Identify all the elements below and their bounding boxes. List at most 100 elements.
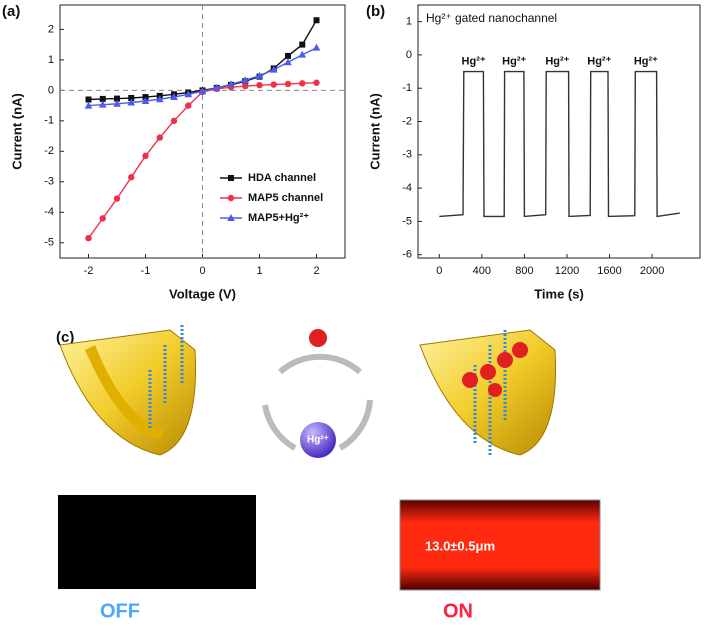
marker xyxy=(84,101,93,109)
x-tick-label: 1200 xyxy=(555,265,579,277)
marker xyxy=(284,58,292,66)
y-tick-label: 2 xyxy=(48,23,54,35)
marker xyxy=(99,215,106,222)
chart-title: Hg²⁺ gated nanochannel xyxy=(426,11,557,25)
y-tick-label: -5 xyxy=(402,215,412,227)
y-tick-label: -4 xyxy=(402,182,412,194)
nanochannel xyxy=(59,329,197,456)
marker xyxy=(184,90,193,98)
ion-label: Hg²⁺ xyxy=(307,435,329,446)
series-line xyxy=(439,70,680,218)
annotation: Hg²⁺ xyxy=(634,55,658,67)
marker xyxy=(99,95,106,102)
y-tick-label: -3 xyxy=(44,176,54,188)
y-tick-label: -3 xyxy=(402,149,412,161)
ion xyxy=(300,422,336,458)
state-label: ON xyxy=(443,600,473,622)
marker xyxy=(269,65,278,73)
marker xyxy=(127,98,136,106)
x-tick-label: -2 xyxy=(84,265,94,277)
marker xyxy=(299,80,306,87)
measurement: 13.0±0.5μm xyxy=(425,538,495,553)
legend-label: MAP5 channel xyxy=(248,192,323,204)
image-off xyxy=(58,495,256,589)
marker xyxy=(113,195,121,202)
marker xyxy=(242,82,249,90)
marker xyxy=(270,81,277,88)
y-axis-label: Current (nA) xyxy=(9,93,24,170)
marker xyxy=(241,76,250,84)
y-tick-label: -6 xyxy=(402,249,412,261)
plot-frame xyxy=(417,4,701,259)
legend-marker xyxy=(227,214,235,221)
marker xyxy=(256,81,263,89)
nanochannel-inner xyxy=(85,345,165,440)
marker xyxy=(313,17,320,24)
x-tick-label: -1 xyxy=(141,265,151,277)
state-label: OFF xyxy=(100,600,140,622)
marker xyxy=(98,100,107,108)
marker xyxy=(284,80,292,88)
x-axis-label: Time (s) xyxy=(534,286,584,301)
marker xyxy=(313,79,320,86)
x-axis-label: Voltage (V) xyxy=(169,286,236,301)
y-tick-label: 0 xyxy=(48,84,54,96)
x-tick-label: 1 xyxy=(256,265,262,277)
x-tick-label: 800 xyxy=(515,265,533,277)
dna-strand xyxy=(148,325,184,430)
marker xyxy=(155,95,164,103)
y-tick-label: -4 xyxy=(44,206,54,218)
marker xyxy=(255,71,264,79)
y-tick-label: 1 xyxy=(48,54,54,66)
x-tick-label: 400 xyxy=(473,265,491,277)
x-tick-label: 0 xyxy=(199,265,205,277)
marker xyxy=(170,93,178,101)
nanochannel xyxy=(419,329,557,456)
x-tick-label: 0 xyxy=(436,265,442,277)
y-tick-label: -5 xyxy=(44,237,54,249)
complex xyxy=(309,329,528,397)
annotation: Hg²⁺ xyxy=(545,55,569,67)
marker xyxy=(312,43,321,51)
marker xyxy=(185,102,192,109)
annotation: Hg²⁺ xyxy=(587,55,611,67)
y-tick-label: 1 xyxy=(406,16,412,28)
legend-marker xyxy=(227,194,235,202)
annotation: Hg²⁺ xyxy=(462,55,486,67)
y-axis-label: Current (nA) xyxy=(367,93,382,170)
marker xyxy=(128,174,135,181)
marker xyxy=(212,83,221,91)
legend-marker xyxy=(228,175,234,181)
cycle-arrow xyxy=(262,404,297,451)
marker xyxy=(156,134,163,141)
marker xyxy=(299,41,306,48)
panel-label: (a) xyxy=(2,3,20,20)
cycle-arrow xyxy=(338,399,373,451)
illustration: Hg²⁺ 13.0±0.5μm OFF ON xyxy=(58,325,601,622)
annotation: Hg²⁺ xyxy=(502,55,526,67)
marker xyxy=(85,96,92,103)
y-tick-label: 0 xyxy=(406,49,412,61)
marker xyxy=(113,99,121,107)
marker xyxy=(141,97,150,105)
marker xyxy=(85,234,92,242)
y-tick-label: -2 xyxy=(402,115,412,127)
legend-label: HDA channel xyxy=(248,172,316,184)
marker xyxy=(170,117,178,125)
x-tick-label: 2000 xyxy=(640,265,664,277)
y-tick-label: -1 xyxy=(44,115,54,127)
marker xyxy=(114,95,120,102)
image-on xyxy=(399,499,601,591)
marker xyxy=(142,152,149,160)
marker xyxy=(285,52,291,59)
cycle-arrow xyxy=(278,353,362,375)
x-tick-label: 2 xyxy=(313,265,319,277)
legend-label: MAP5+Hg²⁺ xyxy=(248,212,309,224)
marker xyxy=(128,94,135,101)
marker xyxy=(298,50,307,58)
marker xyxy=(227,80,235,88)
marker xyxy=(198,87,207,95)
panel-label: (b) xyxy=(366,3,385,20)
y-tick-label: -2 xyxy=(44,145,54,157)
